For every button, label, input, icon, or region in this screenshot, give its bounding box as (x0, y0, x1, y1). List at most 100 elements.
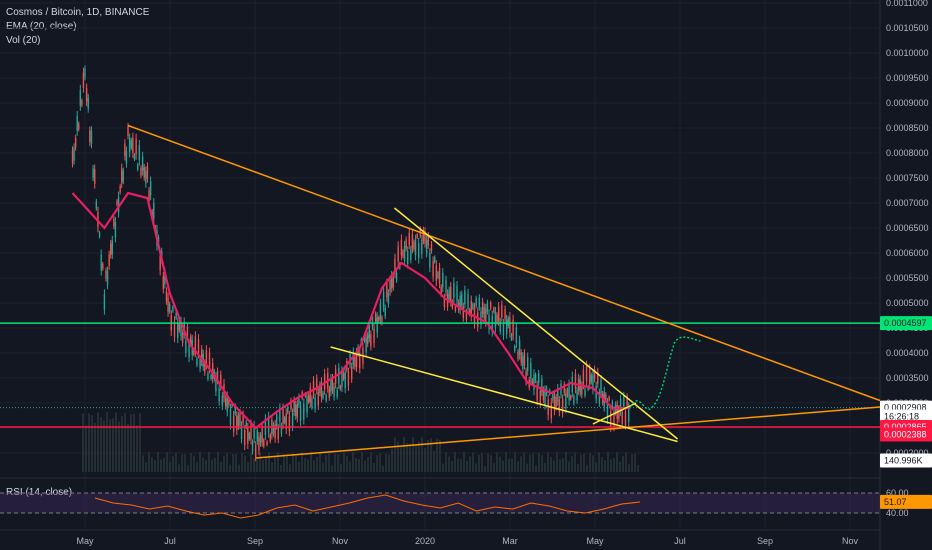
candle-body (322, 392, 324, 399)
candle-body (186, 326, 189, 338)
volume-bar (334, 453, 336, 472)
volume-bar (88, 413, 90, 472)
volume-bar (151, 457, 153, 472)
symbol-title[interactable]: Cosmos / Bitcoin, 1D, BINANCE (6, 7, 150, 18)
candle-body (435, 265, 438, 281)
candle-body (394, 258, 396, 274)
candle-body (254, 445, 257, 458)
volume-bar (214, 457, 216, 472)
volume-bar (265, 457, 267, 472)
candle-body (505, 319, 508, 334)
rsi-legend[interactable]: RSI (14, close) (6, 487, 73, 498)
candle-body (389, 279, 391, 292)
volume-bar (547, 452, 549, 472)
candle-body (242, 413, 244, 423)
volume-bar (385, 453, 387, 472)
volume-bar (364, 460, 366, 472)
volume-bar (616, 452, 618, 472)
volume-bar (169, 461, 171, 472)
candle-body (89, 130, 91, 143)
volume-bar (271, 462, 273, 472)
candle-body (565, 393, 567, 409)
candle-body (341, 371, 343, 387)
volume-bar (415, 445, 417, 472)
volume-bar (394, 437, 396, 472)
x-tick-label: Jul (674, 536, 686, 546)
candle-body (382, 291, 385, 307)
volume-bar (469, 456, 471, 472)
candle-body (462, 306, 465, 318)
candle-body (311, 398, 313, 408)
candle-body (128, 138, 131, 153)
candle-body (122, 170, 125, 181)
candle-body (309, 387, 311, 403)
volume-bar (202, 457, 204, 472)
volume-bar (607, 452, 609, 472)
price-tag-label: 0.0002865 (884, 422, 927, 432)
candle-body (282, 408, 284, 424)
candle-body (110, 243, 112, 255)
candle-body (290, 400, 292, 410)
candle-body (493, 307, 495, 313)
volume-bar (100, 416, 102, 472)
price-tag-label: 0.0002908 (884, 403, 927, 413)
candle-body (84, 68, 86, 78)
candle-body (468, 309, 471, 315)
volume-bar (484, 465, 486, 472)
volume-bar (475, 463, 477, 472)
volume-bar (619, 461, 621, 472)
candle-body (251, 442, 254, 452)
candle-body (272, 424, 275, 434)
volume-bar (340, 464, 342, 472)
volume-bar (232, 454, 234, 472)
volume-bar (508, 458, 510, 472)
projection-path (629, 336, 701, 410)
candle-body (185, 340, 187, 353)
candle-body (434, 256, 436, 262)
candle-body (584, 388, 586, 396)
candle-body (370, 334, 372, 347)
volume-bar (310, 452, 312, 472)
candle-body (542, 389, 545, 400)
volume-bar (544, 462, 546, 472)
ema-legend[interactable]: EMA (20, close) (6, 21, 77, 32)
volume-bar (424, 448, 426, 472)
candle-body (538, 373, 540, 383)
candle-body (477, 312, 479, 327)
volume-bar (160, 459, 162, 472)
candle-body (325, 395, 327, 401)
candle-body (406, 250, 409, 265)
x-tick-label: 2020 (415, 536, 435, 546)
candle-body (395, 272, 398, 281)
candle-body (410, 249, 412, 260)
volume-bar (493, 463, 495, 472)
volume-bar (406, 443, 408, 472)
candle-body (467, 293, 469, 310)
candle-body (496, 314, 498, 323)
volume-bar (187, 464, 189, 472)
candle-body (425, 240, 428, 253)
candle-body (269, 434, 271, 442)
candle-body (618, 408, 620, 420)
volume-bar (139, 413, 141, 472)
candle-body (280, 425, 283, 434)
volume-legend[interactable]: Vol (20) (6, 35, 41, 46)
candle-body (71, 150, 74, 164)
candle-body (167, 297, 169, 313)
volume-bar (604, 460, 606, 472)
candle-body (87, 97, 89, 109)
candle-body (470, 300, 472, 317)
y-tick-label: 0.0005500 (886, 273, 929, 283)
candle-body (95, 201, 98, 209)
y-tick-label: 0.0008500 (886, 123, 929, 133)
volume-bar (226, 452, 228, 472)
trendline-descending (127, 124, 881, 402)
candle-body (413, 241, 415, 250)
volume-bar (172, 455, 174, 472)
volume-bar (613, 457, 615, 472)
candle-body (464, 290, 466, 305)
volume-bar (190, 453, 192, 472)
volume-bar (85, 425, 87, 472)
volume-bar (523, 452, 525, 472)
